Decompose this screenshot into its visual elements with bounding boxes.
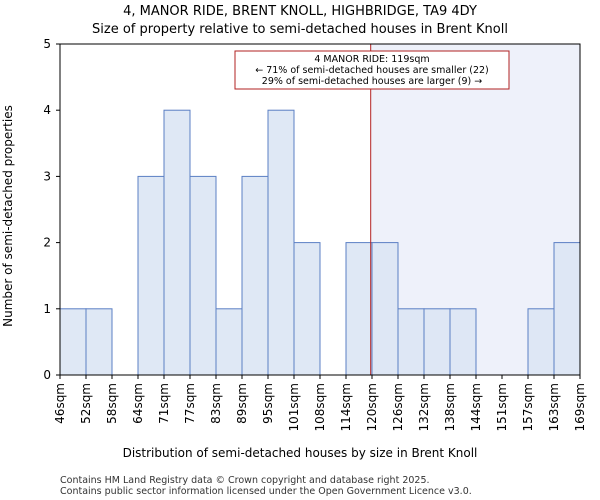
x-tick-label: 108sqm — [313, 383, 327, 431]
x-tick-label: 138sqm — [443, 383, 457, 431]
y-tick-label: 2 — [43, 236, 51, 250]
bar-46sqm — [59, 308, 87, 376]
x-tick-label: 101sqm — [287, 383, 301, 431]
x-tick-label: 46sqm — [53, 383, 67, 424]
bar-77sqm — [189, 175, 217, 376]
x-tick-label: 120sqm — [365, 383, 379, 431]
y-axis-label: Number of semi-detached properties — [1, 105, 15, 327]
bar-52sqm — [85, 308, 113, 376]
x-tick-label: 58sqm — [105, 383, 119, 424]
x-tick-label: 89sqm — [235, 383, 249, 424]
bar-101sqm — [293, 242, 321, 376]
bar-71sqm — [163, 109, 191, 376]
annotation-box: 4 MANOR RIDE: 119sqm ← 71% of semi-detac… — [234, 50, 510, 90]
bar-138sqm — [449, 308, 477, 376]
x-tick-label: 114sqm — [339, 383, 353, 431]
bars-group — [59, 109, 581, 376]
chart-title-line1: 4, MANOR RIDE, BRENT KNOLL, HIGHBRIDGE, … — [123, 4, 477, 19]
annotation-larger: 29% of semi-detached houses are larger (… — [262, 76, 482, 87]
footer-line1: Contains HM Land Registry data © Crown c… — [60, 475, 430, 486]
annotation-title: 4 MANOR RIDE: 119sqm — [314, 54, 429, 65]
chart-title-line2: Size of property relative to semi-detach… — [92, 22, 508, 37]
x-tick-label: 144sqm — [469, 383, 483, 431]
x-tick-label: 157sqm — [521, 383, 535, 431]
x-tick-label: 71sqm — [157, 383, 171, 424]
annotation-smaller: ← 71% of semi-detached houses are smalle… — [255, 65, 489, 76]
bar-126sqm — [397, 308, 425, 376]
y-tick-label: 3 — [43, 169, 51, 183]
x-tick-label: 64sqm — [131, 383, 145, 424]
y-tick-label: 4 — [43, 103, 51, 117]
bar-132sqm — [423, 308, 451, 376]
y-axis-ticks: 0 1 2 3 4 5 — [43, 37, 60, 382]
y-tick-label: 0 — [43, 368, 51, 382]
x-tick-label: 52sqm — [79, 383, 93, 424]
x-tick-label: 163sqm — [547, 383, 561, 431]
bar-64sqm — [137, 175, 165, 376]
x-tick-label: 169sqm — [573, 383, 587, 431]
bar-157sqm — [527, 308, 555, 376]
bar-95sqm — [267, 109, 295, 376]
x-axis-label: Distribution of semi-detached houses by … — [123, 446, 478, 460]
x-tick-label: 151sqm — [495, 383, 509, 431]
y-tick-label: 1 — [43, 302, 51, 316]
x-tick-label: 126sqm — [391, 383, 405, 431]
bar-120sqm — [371, 242, 399, 376]
x-tick-label: 95sqm — [261, 383, 275, 424]
footer-line2: Contains public sector information licen… — [60, 486, 472, 497]
x-tick-label: 83sqm — [209, 383, 223, 424]
bar-89sqm — [241, 175, 269, 376]
x-tick-label: 132sqm — [417, 383, 431, 431]
x-axis-ticks: 46sqm 52sqm 58sqm 64sqm 71sqm 77sqm 83sqm 89sqm… — [53, 375, 587, 431]
bar-83sqm — [215, 308, 243, 376]
annotation-border — [234, 50, 510, 90]
bar-114sqm — [345, 242, 373, 376]
x-tick-label: 77sqm — [183, 383, 197, 424]
y-tick-label: 5 — [43, 37, 51, 51]
bar-163sqm — [553, 242, 581, 376]
